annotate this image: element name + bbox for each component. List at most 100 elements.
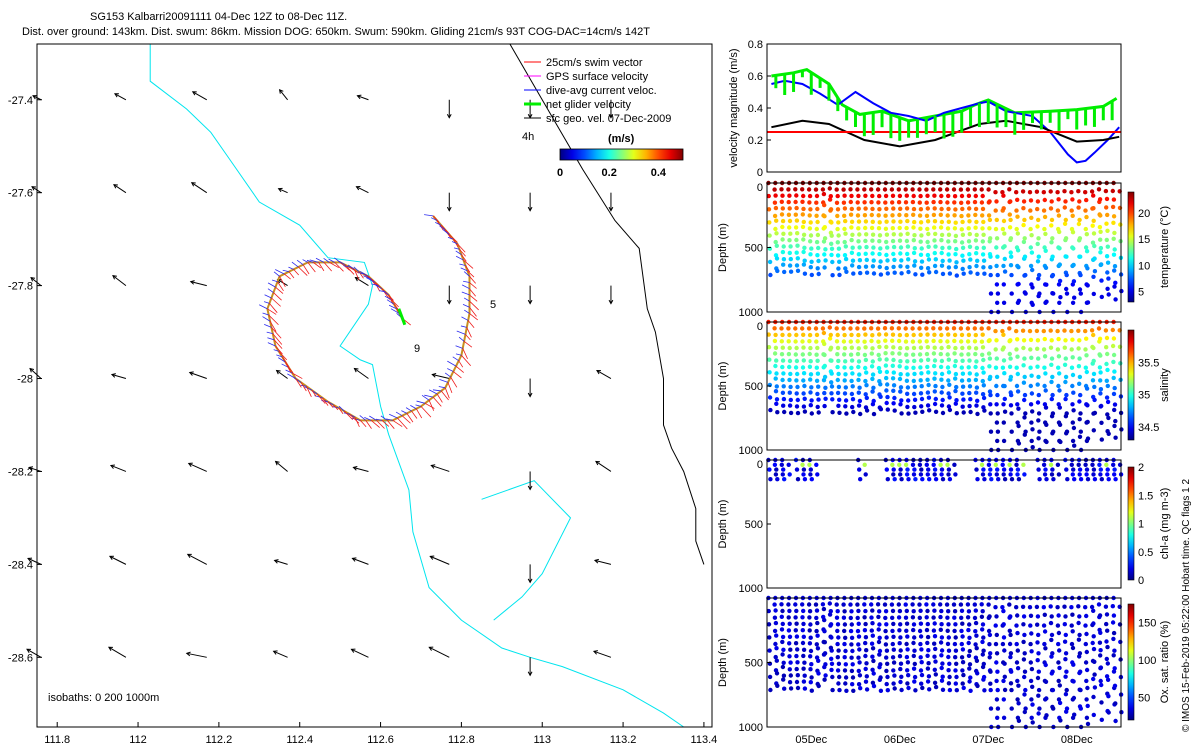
profile-point xyxy=(841,187,846,192)
profile-point xyxy=(1029,355,1034,360)
swim-vector xyxy=(459,248,466,257)
profile-point xyxy=(1056,282,1062,287)
profile-point xyxy=(878,246,883,251)
profile-point xyxy=(863,378,868,384)
profile-point xyxy=(877,652,882,657)
profile-point xyxy=(841,602,846,607)
profile-point xyxy=(849,358,855,363)
swim-vector xyxy=(353,269,360,281)
profile-point xyxy=(1112,683,1118,688)
isobath-0m xyxy=(149,44,684,728)
profile-point xyxy=(889,187,895,192)
profile-point xyxy=(793,365,799,370)
profile-point xyxy=(1099,294,1105,300)
profile-point xyxy=(1042,214,1048,220)
profile-point xyxy=(1112,264,1118,269)
profile-point xyxy=(837,674,842,680)
profile-point xyxy=(801,391,806,396)
profile-point xyxy=(988,651,993,656)
profile-point xyxy=(918,621,924,626)
profile-point xyxy=(890,655,896,660)
profile-point xyxy=(1035,224,1040,229)
geo-velocity-arrow xyxy=(113,184,127,194)
current-vector xyxy=(458,336,465,342)
profile-point xyxy=(989,477,994,482)
profile-point xyxy=(959,213,964,219)
profile-point xyxy=(850,371,855,376)
profile-point xyxy=(939,403,945,408)
profile-point xyxy=(912,648,917,653)
speed-colorbar xyxy=(559,148,684,161)
profile-point xyxy=(1097,613,1103,618)
profile-point xyxy=(856,264,862,270)
profile-point xyxy=(1064,392,1069,398)
profile-point xyxy=(905,634,910,639)
profile-point xyxy=(1030,427,1035,432)
profile-point xyxy=(1023,272,1028,278)
profile-point xyxy=(829,391,834,396)
profile-point xyxy=(1001,402,1006,407)
profile-point xyxy=(822,651,828,656)
profile-point xyxy=(781,396,787,402)
profile-point xyxy=(834,339,840,344)
profile-point xyxy=(1014,347,1019,352)
profile-point xyxy=(947,271,953,276)
profile-point xyxy=(960,266,965,272)
profile-point xyxy=(953,264,958,270)
profile-point xyxy=(968,675,973,680)
profile-point xyxy=(1050,669,1055,674)
profile-point xyxy=(842,609,847,614)
profile-point xyxy=(993,623,998,628)
profile-point xyxy=(849,378,854,384)
geo-velocity-arrow xyxy=(353,367,369,379)
profile-point xyxy=(905,385,911,390)
y-tick-label: -28.4 xyxy=(8,559,33,571)
profile-point xyxy=(953,681,958,686)
profile-point xyxy=(931,338,936,344)
profile-point xyxy=(1022,254,1028,259)
profile-point xyxy=(774,633,779,638)
profile-point xyxy=(1037,429,1042,434)
current-vector xyxy=(415,404,422,407)
profile-point xyxy=(1029,631,1034,636)
profile-point xyxy=(794,378,799,383)
profile-point xyxy=(808,265,813,270)
profile-point xyxy=(849,193,854,199)
profile-point xyxy=(910,187,915,192)
current-vector xyxy=(463,280,470,283)
profile-point xyxy=(1014,605,1019,610)
profile-point xyxy=(903,462,909,467)
profile-point xyxy=(1057,278,1063,284)
profile-point xyxy=(952,213,957,218)
profile-point xyxy=(1009,411,1014,416)
profile-point xyxy=(905,404,910,410)
profile-point xyxy=(1014,660,1020,665)
profile-point xyxy=(884,357,889,362)
profile-point xyxy=(919,265,924,270)
profile-point xyxy=(1069,190,1074,195)
profile-point xyxy=(1022,709,1027,715)
profile-point xyxy=(1112,407,1117,413)
profile-point xyxy=(982,688,987,693)
profile-point xyxy=(1083,208,1088,213)
swim-vector xyxy=(333,404,339,411)
profile-point xyxy=(814,352,819,357)
profile-point xyxy=(987,199,992,204)
profile-point xyxy=(849,635,855,640)
profile-point xyxy=(808,472,813,477)
profile-point xyxy=(952,332,958,338)
profile-point xyxy=(1028,226,1033,232)
profile-point xyxy=(890,376,896,381)
profile-point xyxy=(858,686,863,691)
profile-point xyxy=(1091,274,1096,279)
profile-point xyxy=(890,351,895,356)
profile-point xyxy=(925,472,930,477)
profile-point xyxy=(1030,684,1035,689)
profile-point xyxy=(1015,231,1020,236)
profile-point xyxy=(869,641,875,646)
profile-point xyxy=(787,225,792,230)
profile-point xyxy=(954,260,959,265)
profile-point xyxy=(911,345,917,351)
profile-point xyxy=(1111,352,1117,358)
profile-point xyxy=(932,219,938,224)
